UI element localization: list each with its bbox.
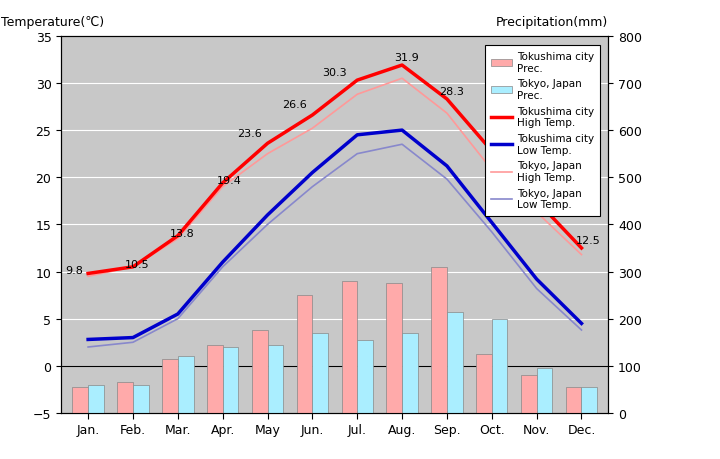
Bar	[402, 333, 418, 413]
Bar	[582, 387, 597, 413]
Text: 10.5: 10.5	[125, 259, 150, 269]
Bar	[312, 333, 328, 413]
Bar	[536, 369, 552, 413]
Text: 31.9: 31.9	[394, 53, 419, 63]
Text: 13.8: 13.8	[170, 228, 194, 238]
Bar	[73, 387, 88, 413]
Bar	[387, 284, 402, 413]
Text: 17.5: 17.5	[528, 189, 554, 199]
Bar	[492, 319, 508, 413]
Text: 9.8: 9.8	[66, 266, 84, 276]
Bar	[252, 331, 268, 413]
Text: 12.5: 12.5	[576, 236, 600, 246]
Bar	[268, 345, 283, 413]
Text: 22.8: 22.8	[486, 139, 511, 149]
Bar	[178, 357, 194, 413]
Text: Temperature(℃): Temperature(℃)	[1, 16, 104, 29]
Bar	[207, 345, 222, 413]
Text: Precipitation(mm): Precipitation(mm)	[496, 16, 608, 29]
Bar	[222, 347, 238, 413]
Bar	[566, 387, 582, 413]
Text: 19.4: 19.4	[217, 175, 242, 185]
Text: 23.6: 23.6	[237, 129, 262, 139]
Bar	[88, 385, 104, 413]
Bar	[476, 354, 492, 413]
Legend: Tokushima city
Prec., Tokyo, Japan
Prec., Tokushima city
High Temp., Tokushima c: Tokushima city Prec., Tokyo, Japan Prec.…	[485, 46, 600, 216]
Text: 28.3: 28.3	[439, 87, 464, 97]
Bar	[162, 359, 178, 413]
Bar	[297, 296, 312, 413]
Bar	[521, 375, 536, 413]
Bar	[117, 382, 133, 413]
Bar	[431, 267, 447, 413]
Bar	[447, 312, 463, 413]
Bar	[357, 340, 373, 413]
Text: 30.3: 30.3	[323, 68, 347, 78]
Bar	[341, 281, 357, 413]
Text: 26.6: 26.6	[282, 100, 307, 110]
Bar	[133, 385, 148, 413]
